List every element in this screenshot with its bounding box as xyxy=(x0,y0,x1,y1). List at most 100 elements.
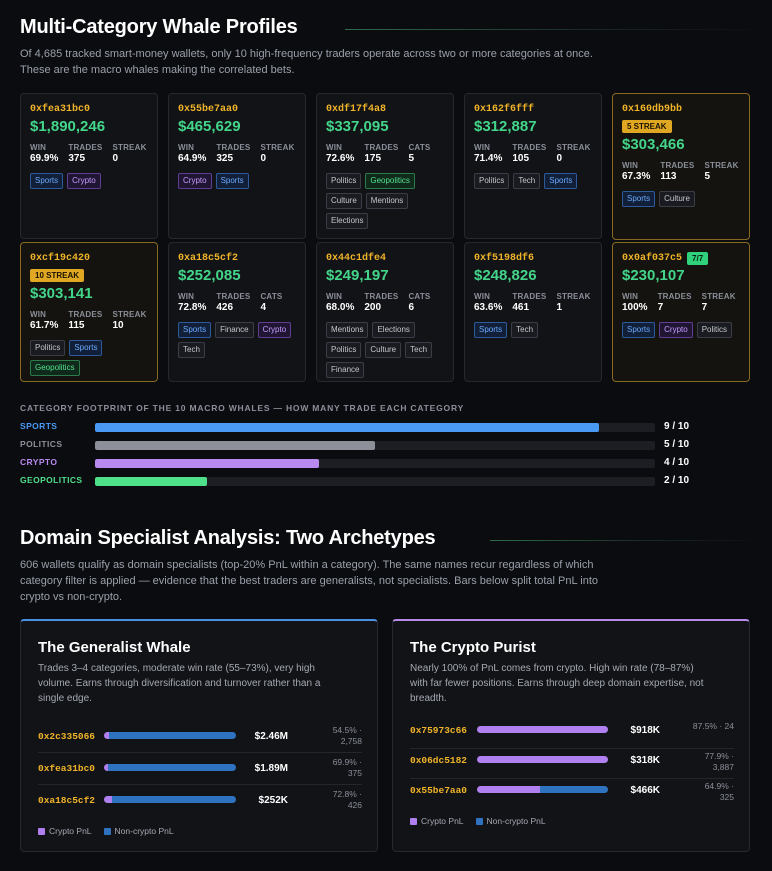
whale-row[interactable]: 0x55be7aa0 $466K 64.9% · 325 xyxy=(410,777,734,809)
stats-row: WIN 64.9% TRADES 325 STREAK 0 xyxy=(178,143,296,164)
trade-count: 325 xyxy=(719,792,734,802)
wallet-address[interactable]: 0xcf19c420 xyxy=(30,252,91,264)
whale-card[interactable]: 0x44c1dfe4 $249,197 WIN 68.0% TRADES 200 CATS 6… xyxy=(316,242,454,382)
category-tag-sports[interactable]: Sports xyxy=(30,173,64,189)
category-tag-finance[interactable]: Finance xyxy=(215,322,254,338)
total-pnl: $918K xyxy=(630,725,660,736)
category-tag-culture[interactable]: Culture xyxy=(365,342,402,358)
footprint-title: CATEGORY FOOTPRINT OF THE 10 MACRO WHALE… xyxy=(20,403,465,413)
whale-row[interactable]: 0x2c335066 $2.46M 54.5% · 2,758 xyxy=(38,721,362,753)
wallet-address[interactable]: 0xf5198df6 xyxy=(474,252,535,264)
wallet-address[interactable]: 0x160db9bb xyxy=(622,103,683,115)
card-header: 0xdf17f4a8 xyxy=(326,102,444,116)
stat-label: WIN xyxy=(30,310,47,319)
footprint-bar xyxy=(95,423,599,432)
stat-value: 71.4% xyxy=(474,153,503,164)
category-tag-sports[interactable]: Sports xyxy=(544,173,578,189)
category-tag-crypto[interactable]: Crypto xyxy=(257,322,292,338)
stats-row: WIN 61.7% TRADES 115 STREAK 10 xyxy=(30,310,148,331)
whale-row[interactable]: 0x75973c66 $918K 87.5% · 24 xyxy=(410,717,734,749)
wallet-address[interactable]: 0x2c335066 xyxy=(38,731,96,742)
category-tag-politics[interactable]: Politics xyxy=(30,340,66,356)
category-tag-sports[interactable]: Sports xyxy=(178,322,212,338)
category-tag-tech[interactable]: Tech xyxy=(405,342,433,358)
category-tag-mentions[interactable]: Mentions xyxy=(326,322,369,338)
wallet-address[interactable]: 0xfea31bc0 xyxy=(30,103,91,115)
wallet-address[interactable]: 0xa18c5cf2 xyxy=(38,795,96,806)
perfect-record-badge: 7/7 xyxy=(687,251,709,265)
category-tag-politics[interactable]: Politics xyxy=(326,342,362,358)
category-tag-elections[interactable]: Elections xyxy=(326,213,369,229)
whale-row[interactable]: 0xfea31bc0 $1.89M 69.9% · 375 xyxy=(38,753,362,785)
wallet-address[interactable]: 0x55be7aa0 xyxy=(178,103,239,115)
category-tags: Sports Finance Crypto Tech xyxy=(178,322,296,358)
category-tag-tech[interactable]: Tech xyxy=(511,322,539,338)
category-tag-crypto[interactable]: Crypto xyxy=(659,322,693,338)
pnl-value: $303,466 xyxy=(622,136,685,153)
stat-streak: STREAK 10 xyxy=(112,310,146,331)
footprint-bar xyxy=(95,441,375,450)
section-divider xyxy=(490,540,750,541)
footprint-bar-track xyxy=(95,423,655,432)
wallet-address[interactable]: 0xa18c5cf2 xyxy=(178,252,239,264)
category-tag-sports[interactable]: Sports xyxy=(215,173,249,189)
category-tag-sports[interactable]: Sports xyxy=(69,340,103,356)
pnl-split-bar xyxy=(104,796,236,803)
stat-trades: TRADES 7 xyxy=(658,292,692,313)
category-tag-sports[interactable]: Sports xyxy=(474,322,508,338)
wallet-address[interactable]: 0x44c1dfe4 xyxy=(326,252,387,264)
category-tag-politics[interactable]: Politics xyxy=(474,173,510,189)
category-tag-tech[interactable]: Tech xyxy=(178,342,205,358)
stat-value: 67.3% xyxy=(622,171,651,182)
category-tags: Sports Tech xyxy=(474,322,592,338)
legend-crypto: Crypto PnL xyxy=(421,816,464,826)
wallet-address[interactable]: 0xdf17f4a8 xyxy=(326,103,387,115)
category-tag-crypto[interactable]: Crypto xyxy=(67,173,101,189)
card-header: 0x55be7aa0 xyxy=(178,102,296,116)
category-tag-culture[interactable]: Culture xyxy=(659,191,695,207)
category-tag-sports[interactable]: Sports xyxy=(622,191,656,207)
streak-badge-wrap: 10 STREAK xyxy=(30,265,148,283)
win-rate: 54.5% · xyxy=(332,725,362,735)
stat-streak: STREAK 0 xyxy=(112,143,146,164)
wallet-address[interactable]: 0x162f6fff xyxy=(474,103,535,115)
whale-card[interactable]: 0xcf19c420 10 STREAK $303,141 WIN 61.7% TRADE… xyxy=(20,242,158,382)
wallet-address[interactable]: 0xfea31bc0 xyxy=(38,763,96,774)
category-tag-culture[interactable]: Culture xyxy=(326,193,362,209)
wallet-address[interactable]: 0x55be7aa0 xyxy=(410,785,468,796)
category-tag-geopolitics[interactable]: Geopolitics xyxy=(365,173,415,189)
category-tag-elections[interactable]: Elections xyxy=(372,322,415,338)
whale-card[interactable]: 0xdf17f4a8 $337,095 WIN 72.6% TRADES 175 CATS 5… xyxy=(316,93,454,239)
category-tag-politics[interactable]: Politics xyxy=(696,322,733,338)
section-title: Multi-Category Whale Profiles xyxy=(20,16,298,38)
stat-trades: TRADES 113 xyxy=(660,161,694,182)
wallet-address[interactable]: 0x06dc5182 xyxy=(410,755,468,766)
whale-card[interactable]: 0x0af037c5 7/7 $230,107 WIN 100% TRADES 7 STREA… xyxy=(612,242,750,382)
whale-row[interactable]: 0x06dc5182 $318K 77.9% · 3,887 xyxy=(410,747,734,779)
category-tag-politics[interactable]: Politics xyxy=(326,173,362,189)
crypto-pnl-segment xyxy=(104,796,112,803)
whale-card[interactable]: 0x55be7aa0 $465,629 WIN 64.9% TRADES 325 STREA… xyxy=(168,93,306,239)
stat-trades: TRADES 325 xyxy=(216,143,250,164)
whale-card[interactable]: 0xa18c5cf2 $252,085 WIN 72.8% TRADES 426 CATS 4… xyxy=(168,242,306,382)
category-tag-tech[interactable]: Tech xyxy=(513,173,541,189)
stat-label: TRADES xyxy=(68,143,103,152)
stat-value: 461 xyxy=(512,302,530,313)
crypto-pnl-segment xyxy=(477,756,608,763)
whale-row[interactable]: 0xa18c5cf2 $252K 72.8% · 426 xyxy=(38,785,362,817)
stat-streak: STREAK 7 xyxy=(702,292,736,313)
category-tag-sports[interactable]: Sports xyxy=(622,322,656,338)
category-tag-finance[interactable]: Finance xyxy=(326,362,365,378)
wallet-address[interactable]: 0x75973c66 xyxy=(410,725,468,736)
stat-label: STREAK xyxy=(701,292,736,301)
whale-card[interactable]: 0x162f6fff $312,887 WIN 71.4% TRADES 105 STREA… xyxy=(464,93,602,239)
category-tag-mentions[interactable]: Mentions xyxy=(365,193,409,209)
wallet-address[interactable]: 0x0af037c5 xyxy=(622,252,683,264)
whale-card[interactable]: 0xf5198df6 $248,826 WIN 63.6% TRADES 461 STREA… xyxy=(464,242,602,382)
stat-label: WIN xyxy=(326,292,343,301)
category-tag-geopolitics[interactable]: Geopolitics xyxy=(30,360,80,376)
whale-card[interactable]: 0xfea31bc0 $1,890,246 WIN 69.9% TRADES 375 STR… xyxy=(20,93,158,239)
category-tag-crypto[interactable]: Crypto xyxy=(178,173,212,189)
whale-card[interactable]: 0x160db9bb 5 STREAK $303,466 WIN 67.3% TRADES… xyxy=(612,93,750,240)
pnl-value: $303,141 xyxy=(30,285,93,302)
